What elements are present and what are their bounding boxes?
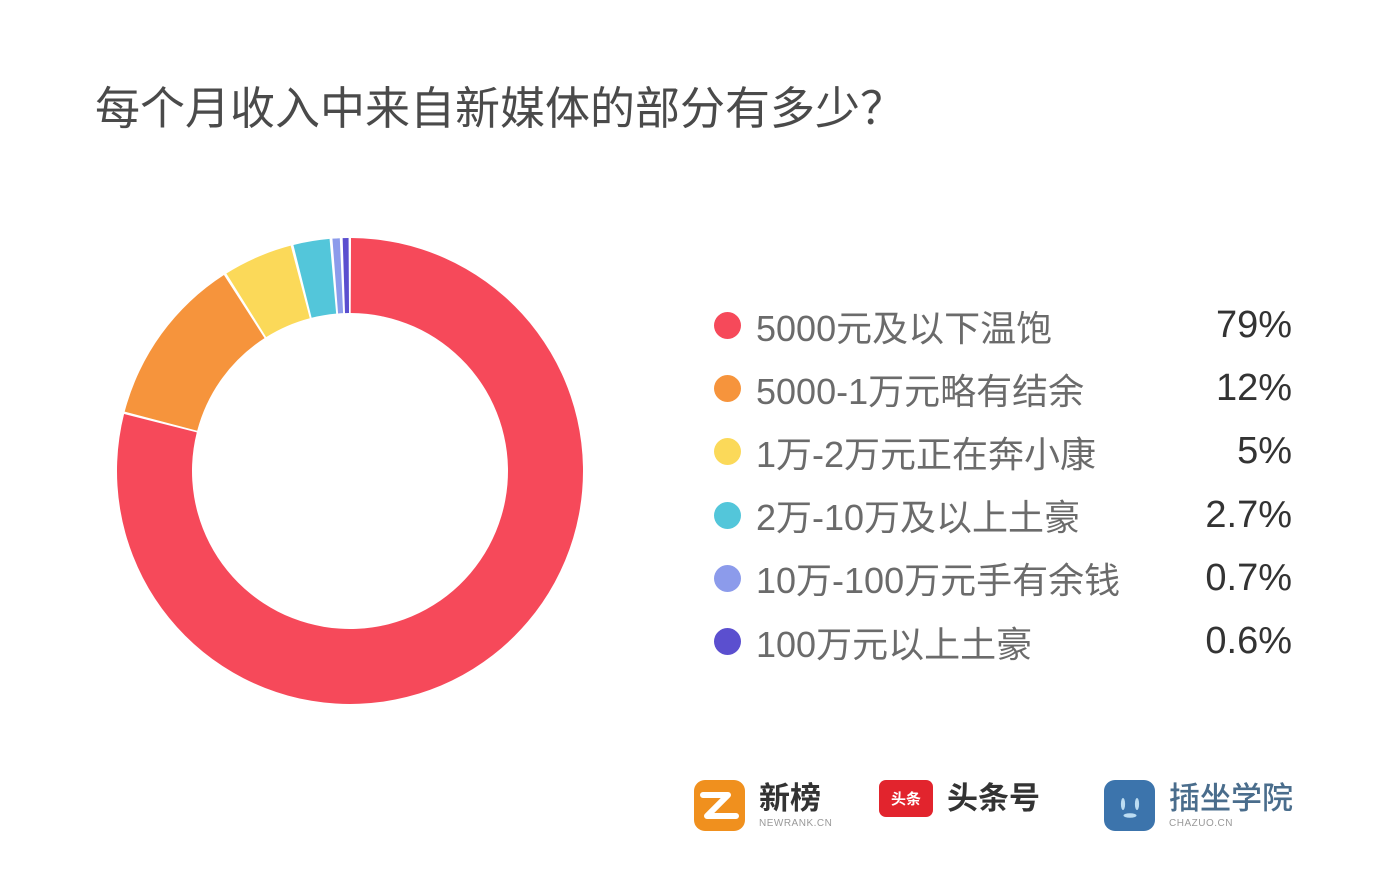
svg-text:头条: 头条 xyxy=(891,788,921,809)
